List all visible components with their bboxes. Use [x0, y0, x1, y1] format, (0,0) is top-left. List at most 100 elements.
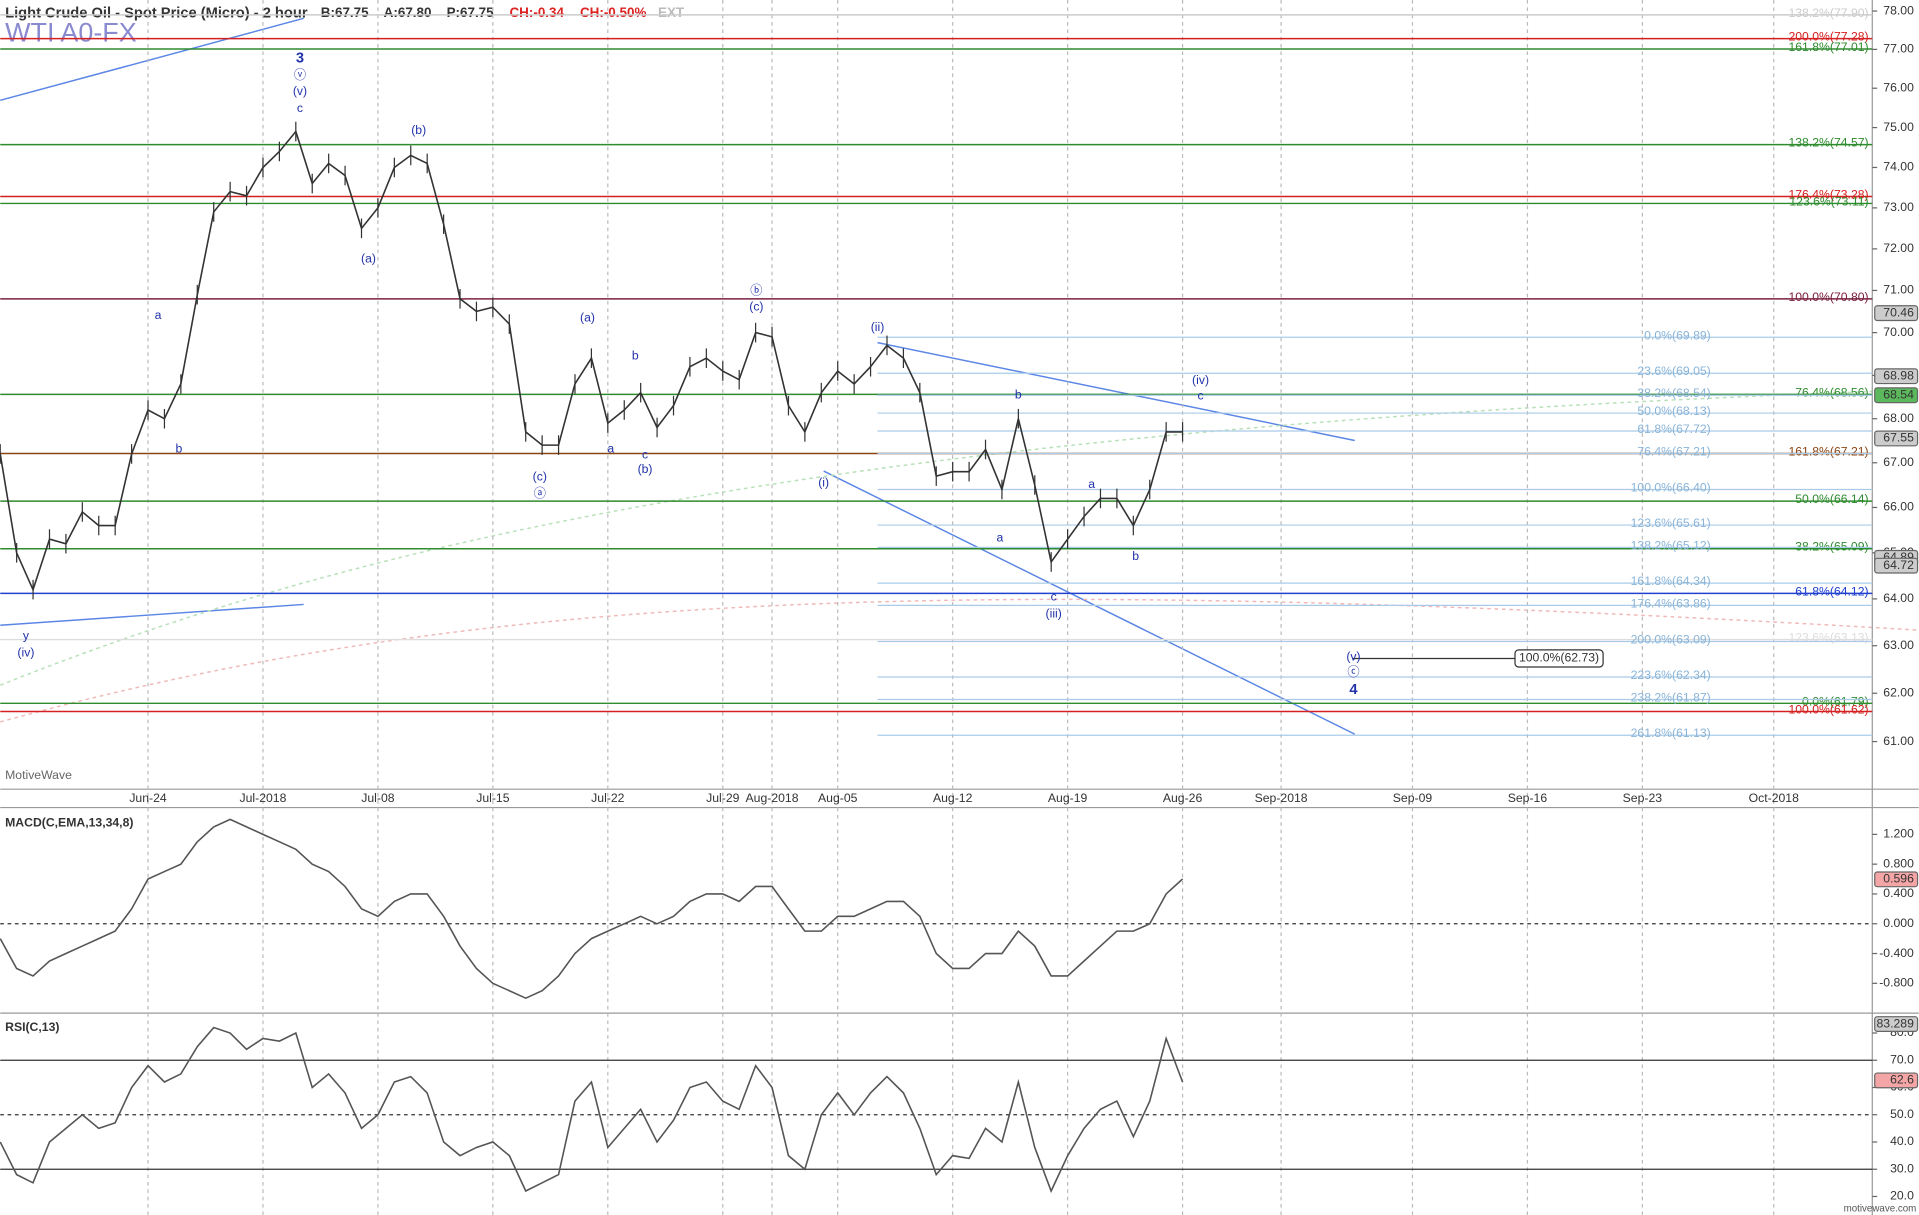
- price-badge-label: 70.46: [1883, 305, 1914, 319]
- fib-label: 123.6%(63.13): [1788, 631, 1868, 645]
- trendline: [0, 603, 304, 626]
- fib-label: 100.0%(61.62): [1788, 703, 1868, 717]
- y-tick-label: 50.0: [1890, 1107, 1914, 1121]
- retracement-label: 76.4%(67.21): [1637, 444, 1710, 458]
- wave-label: (a): [361, 252, 376, 266]
- retracement-label: 61.8%(67.72): [1637, 422, 1710, 436]
- y-tick-label: 75.00: [1883, 120, 1914, 134]
- wave-label: (c): [533, 469, 547, 483]
- panel-title: MACD(C,EMA,13,34,8): [5, 816, 133, 830]
- wave-label: c: [1051, 589, 1057, 603]
- price-badge-label: 0.596: [1883, 872, 1914, 886]
- fib-label: 161.8%(77.01): [1788, 40, 1868, 54]
- price-badge: [1874, 1072, 1919, 1089]
- moving-average: [0, 598, 1919, 723]
- retracement-label: 238.2%(61.87): [1631, 690, 1711, 704]
- wave-label: 4: [1349, 682, 1358, 698]
- x-tick-label: Jul-22: [591, 791, 624, 805]
- x-tick-label: Jul-29: [706, 791, 739, 805]
- wave-label: ⓑ: [750, 283, 762, 297]
- x-tick-label: Aug-26: [1163, 791, 1203, 805]
- fib-label: 176.4%(73.28): [1788, 188, 1868, 202]
- fib-label: 138.2%(77.90): [1788, 6, 1868, 20]
- quote: CH:-0.50%: [580, 5, 647, 20]
- y-tick-label: 64.00: [1883, 591, 1914, 605]
- y-tick-label: 70.0: [1890, 1052, 1914, 1066]
- x-tick-label: Jul-08: [361, 791, 394, 805]
- quote: B:67.75: [321, 5, 369, 20]
- wave-label: a: [1088, 477, 1095, 491]
- fib-label: 76.4%(68.56): [1795, 385, 1868, 399]
- y-tick-label: 61.00: [1883, 734, 1914, 748]
- y-tick-label: 1.200: [1883, 827, 1914, 841]
- price-badge: [1874, 387, 1919, 404]
- wave-label: (ii): [871, 320, 885, 334]
- wave-label: c: [642, 447, 648, 461]
- price-badge-label: 83.289: [1877, 1016, 1915, 1030]
- trendline: [0, 17, 304, 102]
- x-tick-label: Aug-19: [1048, 791, 1088, 805]
- quote: EXT: [658, 5, 685, 20]
- price-badge: [1874, 871, 1919, 888]
- x-tick-label: Oct-2018: [1749, 791, 1799, 805]
- wave-label: (b): [411, 123, 426, 137]
- y-tick-label: 78.00: [1883, 3, 1914, 17]
- y-tick-label: -0.800: [1879, 976, 1914, 990]
- wave-label: 3: [296, 51, 304, 67]
- wave-label: (iv): [1192, 373, 1209, 387]
- wave-label: a: [996, 531, 1003, 545]
- wave-label: b: [632, 348, 639, 362]
- price-badge-label: 68.54: [1883, 387, 1914, 401]
- wave-label: (a): [580, 310, 595, 324]
- y-tick-label: 70.00: [1883, 325, 1914, 339]
- y-tick-label: 72.00: [1883, 241, 1914, 255]
- retracement-label: 261.8%(61.13): [1631, 726, 1711, 740]
- series-line: [0, 1026, 1184, 1194]
- fib-label: 200.0%(77.28): [1788, 30, 1868, 44]
- fib-label: 100.0%(70.80): [1788, 290, 1868, 304]
- price-badge-label: 67.55: [1883, 431, 1914, 445]
- x-tick-label: Sep-09: [1393, 791, 1433, 805]
- wave-label: (c): [749, 299, 763, 313]
- x-tick-label: Aug-12: [933, 791, 973, 805]
- price-badge: [1874, 305, 1919, 322]
- wave-label: b: [1015, 387, 1022, 401]
- wave-label: b: [175, 441, 182, 455]
- quote: CH:-0.34: [509, 5, 564, 20]
- quote: A:67.80: [384, 5, 432, 20]
- wave-label: c: [1197, 389, 1203, 403]
- retracement-label: 0.0%(69.89): [1644, 328, 1711, 342]
- retracement-label: 176.4%(63.86): [1631, 596, 1711, 610]
- wave-label: a: [155, 308, 162, 322]
- wave-label: c: [297, 101, 303, 115]
- footer: motivewave.com: [1844, 1203, 1917, 1214]
- y-tick-label: 67.00: [1883, 455, 1914, 469]
- quote: P:67.75: [447, 5, 495, 20]
- y-tick-label: 0.800: [1883, 856, 1914, 870]
- wave-label: (v): [293, 84, 307, 98]
- retracement-label: 223.6%(62.34): [1631, 668, 1711, 682]
- y-tick-label: 40.0: [1890, 1134, 1914, 1148]
- y-tick-label: 76.00: [1883, 80, 1914, 94]
- y-tick-label: 0.000: [1883, 916, 1914, 930]
- price-badge: [1874, 557, 1919, 574]
- projection-label: 100.0%(62.73): [1519, 651, 1599, 665]
- x-tick-label: Aug-05: [818, 791, 858, 805]
- retracement-label: 23.6%(69.05): [1637, 364, 1710, 378]
- fib-label: 123.6%(73.11): [1789, 194, 1868, 208]
- retracement-label: 161.8%(64.34): [1631, 574, 1711, 588]
- x-tick-label: Jul-2018: [240, 791, 287, 805]
- y-tick-label: 77.00: [1883, 42, 1914, 56]
- fib-label: 161.8%(67.21): [1788, 444, 1868, 458]
- retracement-label: 50.0%(68.13): [1637, 404, 1710, 418]
- x-tick-label: Jun-24: [129, 791, 167, 805]
- wave-label: ⓒ: [1347, 665, 1359, 679]
- wave-label: ⓥ: [294, 68, 306, 82]
- wave-label: (iv): [17, 646, 34, 660]
- chart-title: Light Crude Oil - Spot Price (Micro) - 2…: [5, 5, 308, 21]
- x-tick-label: Jul-15: [476, 791, 509, 805]
- y-tick-label: -0.400: [1879, 946, 1914, 960]
- y-tick-label: 30.0: [1890, 1161, 1914, 1175]
- y-tick-label: 73.00: [1883, 200, 1914, 214]
